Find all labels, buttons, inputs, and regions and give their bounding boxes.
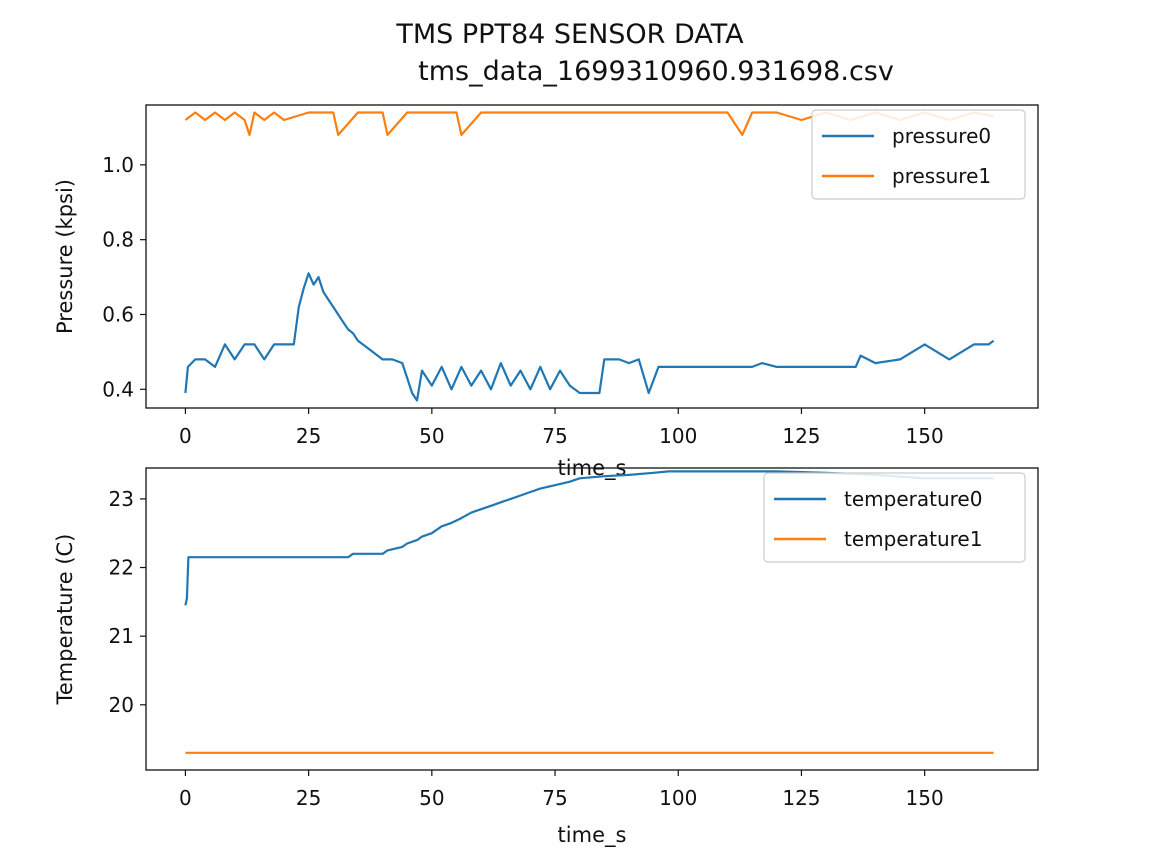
x-tick-label: 100 [659, 786, 697, 810]
legend: pressure0 pressure1 [811, 109, 1026, 200]
x-tick-label: 0 [179, 424, 192, 448]
y-axis-label: Pressure (kpsi) [53, 179, 77, 334]
y-tick-label: 0.8 [102, 228, 134, 252]
x-tick-label: 150 [906, 786, 944, 810]
plot-frame [145, 467, 1039, 771]
y-tick-label: 0.4 [102, 377, 134, 401]
figure-title: TMS PPT84 SENSOR DATA [395, 19, 744, 50]
x-tick-label: 100 [659, 424, 697, 448]
plot-frame [145, 104, 1039, 409]
legend-label: temperature1 [844, 527, 982, 551]
legend-label: temperature0 [844, 487, 982, 511]
legend-label: pressure0 [892, 124, 991, 148]
legend: temperature0 temperature1 [763, 472, 1026, 563]
x-tick-label: 50 [419, 786, 444, 810]
x-tick-label: 25 [296, 786, 321, 810]
x-tick-label: 25 [296, 424, 321, 448]
legend-label: pressure1 [892, 164, 991, 188]
y-tick-label: 1.0 [102, 153, 134, 177]
x-tick-label: 0 [179, 786, 192, 810]
y-tick-label: 0.6 [102, 302, 134, 326]
y-tick-label: 23 [109, 487, 134, 511]
x-tick-label: 125 [782, 424, 820, 448]
y-tick-label: 20 [109, 693, 134, 717]
y-axis-label: Temperature (C) [53, 534, 77, 706]
x-tick-label: 75 [542, 424, 567, 448]
series-line-pressure0 [184, 272, 995, 402]
figure-subtitle: tms_data_1699310960.931698.csv [418, 56, 894, 87]
pressure-chart: 0 25 50 75 100 125 1500.40.60.81.0time_sPressu… [53, 104, 1039, 481]
series-line-temperature0 [184, 470, 994, 606]
x-tick-label: 50 [419, 424, 444, 448]
y-tick-label: 22 [109, 556, 134, 580]
temperature-chart: 0 25 50 75 100 125 150 20 21 22 23 time_s Temperatur… [53, 467, 1039, 848]
x-tick-label: 125 [782, 786, 820, 810]
y-tick-label: 21 [109, 624, 134, 648]
x-axis-label: time_s [558, 823, 627, 848]
x-tick-label: 75 [542, 786, 567, 810]
legend-box [763, 472, 1026, 563]
x-tick-label: 150 [906, 424, 944, 448]
